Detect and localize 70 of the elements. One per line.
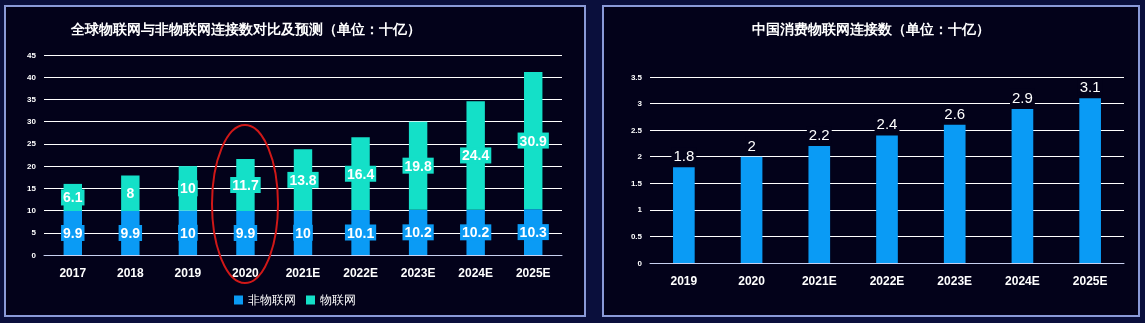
- y-tick-label: 0: [31, 250, 37, 260]
- legend-label: 物联网: [320, 293, 356, 307]
- data-label: 10.2: [404, 224, 432, 241]
- data-label: 16.4: [346, 165, 375, 182]
- y-tick-label: 15: [27, 183, 37, 193]
- data-label: 10.3: [519, 224, 548, 241]
- y-tick-label: 45: [27, 50, 37, 60]
- x-tick-label: 2025E: [515, 266, 551, 280]
- data-label: 2.4: [876, 115, 898, 133]
- x-tick-label: 2021E: [285, 266, 321, 280]
- y-tick-label: 2: [637, 152, 643, 162]
- legend-label: 非物联网: [248, 293, 296, 307]
- bar: [673, 167, 695, 263]
- data-label: 10.1: [346, 224, 375, 241]
- x-tick-label: 2022E: [343, 266, 378, 280]
- data-label: 24.4: [462, 147, 490, 164]
- data-label: 1.8: [673, 147, 695, 165]
- y-tick-label: 30: [27, 117, 37, 127]
- data-label: 19.8: [404, 157, 432, 174]
- y-tick-label: 2.5: [630, 125, 643, 135]
- chart-title: 全球物联网与非物联网连接数对比及预测（单位：十亿）: [70, 21, 421, 37]
- data-label: 30.9: [519, 132, 548, 149]
- data-label: 8: [126, 185, 135, 202]
- y-tick-label: 1: [637, 205, 643, 215]
- data-label: 2.9: [1012, 88, 1033, 106]
- chart-title: 中国消费物联网连接数（单位：十亿）: [752, 21, 990, 37]
- bar: [808, 146, 831, 263]
- data-label: 10: [180, 224, 196, 241]
- x-tick-label: 2017: [59, 266, 87, 280]
- y-tick-label: 3: [637, 99, 643, 109]
- y-tick-label: 0: [637, 258, 643, 268]
- x-tick-label: 2019: [670, 274, 698, 288]
- data-label: 2.6: [944, 104, 966, 122]
- x-tick-label: 2025E: [1072, 274, 1108, 288]
- x-tick-label: 2019: [174, 266, 202, 280]
- data-label: 6.1: [63, 189, 83, 206]
- bar: [1079, 98, 1101, 263]
- y-tick-label: 5: [31, 228, 37, 238]
- y-tick-label: 40: [27, 72, 37, 82]
- y-tick-label: 1.5: [630, 178, 643, 188]
- bar: [876, 135, 898, 263]
- data-label: 9.9: [235, 225, 256, 241]
- x-tick-label: 2018: [116, 266, 144, 280]
- data-label: 13.8: [289, 171, 317, 188]
- bar: [1011, 108, 1034, 263]
- y-tick-label: 20: [27, 161, 37, 171]
- y-tick-label: 35: [27, 94, 37, 104]
- data-label: 10: [295, 224, 311, 241]
- bar: [740, 156, 763, 263]
- y-tick-label: 25: [27, 139, 37, 149]
- x-tick-label: 2020: [738, 274, 766, 288]
- x-tick-label: 2020: [232, 266, 260, 280]
- x-tick-label: 2023E: [937, 274, 973, 288]
- data-label: 9.9: [120, 225, 141, 241]
- x-tick-label: 2023E: [400, 266, 436, 280]
- y-tick-label: 10: [27, 206, 37, 216]
- y-tick-label: 3.5: [630, 72, 643, 82]
- data-label: 3.1: [1079, 78, 1101, 96]
- bar: [943, 124, 966, 263]
- data-label: 10.2: [462, 224, 490, 241]
- x-tick-label: 2021E: [801, 274, 837, 288]
- data-label: 11.7: [232, 177, 259, 193]
- x-tick-label: 2024E: [1005, 274, 1040, 288]
- data-label: 10: [180, 180, 196, 197]
- data-label: 9.9: [63, 225, 83, 241]
- x-tick-label: 2024E: [458, 266, 494, 280]
- data-label: 2.2: [808, 126, 830, 144]
- y-tick-label: 0.5: [630, 231, 643, 241]
- x-tick-label: 2022E: [869, 274, 905, 288]
- data-label: 2: [747, 136, 756, 154]
